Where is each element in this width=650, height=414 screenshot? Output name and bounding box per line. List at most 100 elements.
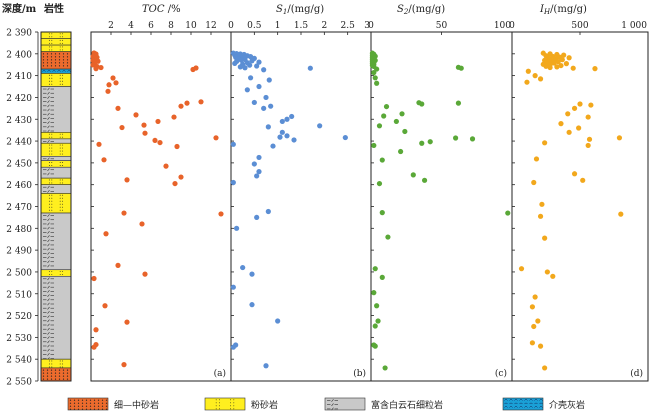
data-point — [242, 65, 248, 71]
lith-dot — [50, 372, 53, 374]
lith-dot — [81, 402, 84, 404]
panel-title-ih: IH/(mg/g) — [539, 4, 587, 16]
data-point — [141, 122, 147, 128]
lith-fill — [40, 31, 72, 39]
data-point — [178, 174, 184, 180]
data-point — [371, 290, 377, 296]
data-point — [254, 173, 260, 179]
lith-dot — [62, 59, 65, 61]
lith-dot — [77, 399, 80, 401]
lith-dot — [51, 36, 53, 38]
data-point — [90, 62, 96, 68]
lith-dot — [51, 363, 53, 365]
lith-dot — [51, 133, 53, 135]
lith-interval-siltstone — [40, 358, 72, 369]
lith-shell — [529, 402, 533, 405]
data-point — [106, 82, 112, 88]
lith-dot — [101, 405, 104, 407]
lith-slash — [47, 319, 50, 323]
data-point — [455, 100, 462, 106]
lith-dot — [59, 200, 61, 202]
lith-dot — [59, 136, 61, 138]
lith-shell — [539, 406, 543, 408]
lith-dot — [58, 375, 61, 377]
data-point — [234, 225, 240, 231]
data-point — [618, 211, 624, 217]
lith-fill — [324, 397, 366, 411]
data-point — [110, 75, 116, 81]
depth-tick-label: 2 400 — [6, 50, 32, 60]
legend-label: 细—中砂岩 — [114, 399, 159, 411]
x-tick-label: 1 — [275, 21, 281, 31]
data-point — [317, 123, 323, 129]
data-point — [244, 87, 250, 93]
lith-slash — [47, 185, 50, 189]
lith-dot — [218, 399, 220, 401]
lith-dot — [48, 179, 50, 181]
lith-interval-siltstone — [40, 132, 72, 140]
data-point — [543, 63, 549, 69]
lith-dot — [62, 375, 65, 377]
x-tick-label: 12 — [205, 21, 216, 31]
lith-dot — [50, 375, 53, 377]
lith-dot — [59, 194, 61, 196]
data-point — [98, 64, 104, 71]
data-point — [121, 362, 127, 368]
lith-slash — [47, 281, 50, 285]
lith-dot — [51, 46, 53, 48]
lith-dot — [69, 402, 72, 404]
lith-dot — [58, 369, 61, 371]
lith-slash — [47, 256, 50, 259]
lith-fill — [40, 138, 72, 144]
lith-dot — [59, 271, 61, 273]
lith-shell — [67, 70, 71, 72]
data-point — [505, 210, 511, 216]
data-point — [542, 235, 548, 241]
x-tick-label: 0.5 — [247, 21, 262, 31]
depth-tick-label: 2 480 — [6, 225, 32, 235]
data-point — [96, 141, 102, 147]
data-point — [551, 60, 557, 66]
lith-dot — [48, 194, 50, 196]
lith-dot — [233, 408, 235, 410]
lith-shell — [514, 406, 518, 408]
lith-dot — [59, 77, 61, 79]
panel-label: (d) — [630, 368, 643, 379]
lith-dot — [230, 405, 232, 407]
lith-slash — [47, 108, 50, 112]
lith-interval-medium_sand — [40, 51, 72, 70]
lith-interval-siltstone — [40, 38, 72, 46]
data-point — [535, 318, 541, 324]
lith-dot — [50, 53, 53, 55]
data-point — [371, 142, 377, 149]
data-point — [525, 68, 531, 74]
lith-dot — [59, 363, 61, 365]
lith-shell — [504, 402, 508, 405]
data-point — [265, 124, 271, 130]
lith-interval-siltstone — [40, 269, 72, 277]
data-point — [284, 116, 290, 122]
lith-slash — [47, 323, 50, 327]
lith-dot — [42, 372, 45, 374]
data-point — [419, 101, 425, 107]
data-point — [518, 266, 525, 272]
lith-dot — [59, 49, 61, 51]
data-point — [561, 52, 567, 58]
lith-slash — [47, 129, 50, 133]
data-point — [284, 133, 290, 139]
lith-slash — [47, 214, 50, 217]
lith-slash — [47, 87, 50, 91]
data-point — [537, 76, 544, 82]
data-point — [375, 318, 381, 324]
data-point — [399, 111, 405, 117]
lith-dot — [66, 56, 69, 58]
lith-dot — [66, 369, 69, 371]
lith-dot — [77, 408, 80, 410]
x-tick-label: 6 — [148, 21, 154, 31]
lith-slash — [47, 100, 50, 104]
lith-dot — [50, 56, 53, 58]
lith-dot — [48, 182, 50, 184]
lith-shell — [534, 399, 538, 401]
data-point — [174, 143, 180, 150]
lith-dot — [51, 33, 53, 35]
